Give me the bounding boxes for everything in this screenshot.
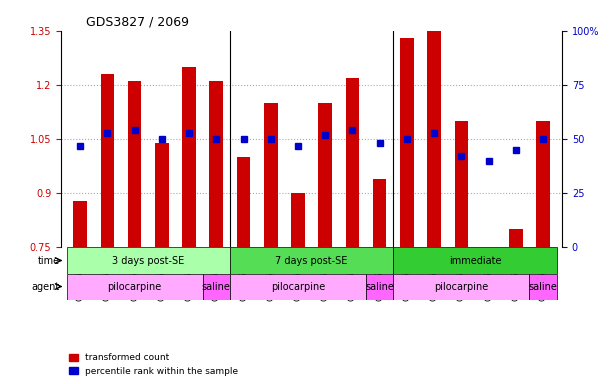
FancyBboxPatch shape [230, 248, 393, 273]
FancyBboxPatch shape [67, 273, 203, 300]
Bar [73, 200, 87, 248]
Text: time: time [38, 255, 60, 265]
FancyBboxPatch shape [67, 248, 230, 273]
FancyBboxPatch shape [203, 273, 230, 300]
Bar [155, 143, 169, 248]
FancyBboxPatch shape [366, 273, 393, 300]
Bar [182, 67, 196, 248]
Text: GDS3827 / 2069: GDS3827 / 2069 [86, 15, 189, 28]
Bar [318, 103, 332, 248]
Bar [400, 38, 414, 248]
Bar [509, 229, 522, 248]
Bar [427, 31, 441, 248]
Bar [210, 81, 223, 248]
Text: immediate: immediate [448, 255, 501, 265]
FancyBboxPatch shape [230, 273, 366, 300]
Bar [291, 193, 305, 248]
Bar [455, 121, 468, 248]
Text: agent: agent [32, 281, 60, 291]
FancyBboxPatch shape [393, 248, 557, 273]
Bar [236, 157, 251, 248]
Bar [128, 81, 141, 248]
Text: pilocarpine: pilocarpine [271, 281, 325, 291]
Text: saline: saline [365, 281, 394, 291]
Text: saline: saline [529, 281, 557, 291]
Text: saline: saline [202, 281, 231, 291]
Bar [346, 78, 359, 248]
Text: pilocarpine: pilocarpine [434, 281, 489, 291]
Text: 7 days post-SE: 7 days post-SE [276, 255, 348, 265]
Text: 3 days post-SE: 3 days post-SE [112, 255, 185, 265]
Bar [101, 74, 114, 248]
Legend: transformed count, percentile rank within the sample: transformed count, percentile rank withi… [65, 350, 242, 379]
Bar [264, 103, 277, 248]
Text: pilocarpine: pilocarpine [108, 281, 162, 291]
Bar [373, 179, 387, 248]
FancyBboxPatch shape [393, 273, 530, 300]
Bar [536, 121, 550, 248]
FancyBboxPatch shape [530, 273, 557, 300]
